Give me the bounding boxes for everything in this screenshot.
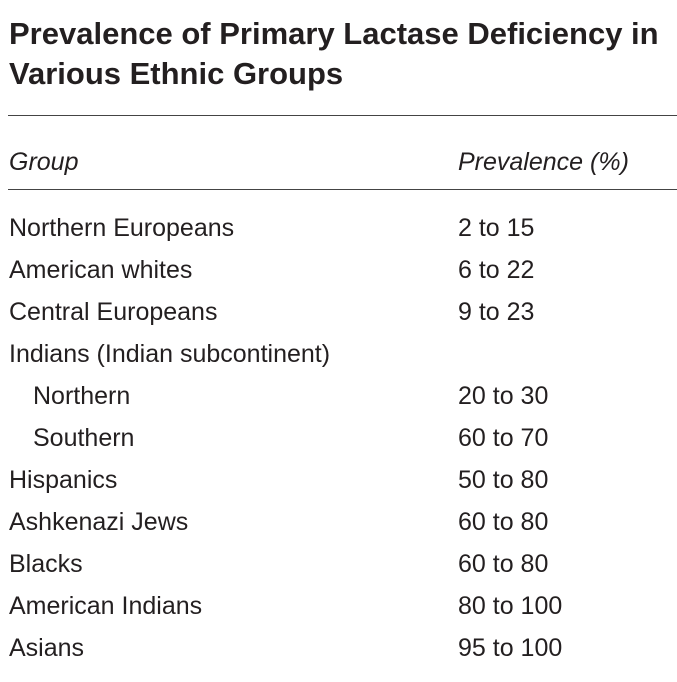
table-row: Northern 20 to 30 [0, 382, 677, 424]
table-row: Southern 60 to 70 [0, 424, 677, 466]
table-title: Prevalence of Primary Lactase Deficiency… [9, 16, 659, 91]
table-row: Ashkenazi Jews 60 to 80 [0, 508, 677, 550]
table-row: Hispanics 50 to 80 [0, 466, 677, 508]
header-rule [8, 189, 677, 190]
group-cell: Indians (Indian subcontinent) [9, 340, 331, 368]
table-row: Central Europeans 9 to 23 [0, 298, 677, 340]
table-row: American whites 6 to 22 [0, 256, 677, 298]
prevalence-cell: 50 to 80 [458, 466, 549, 494]
table-row: Blacks 60 to 80 [0, 550, 677, 592]
header-group: Group [9, 148, 79, 176]
group-cell: Northern [33, 382, 131, 410]
group-cell: American whites [9, 256, 193, 284]
prevalence-cell: 60 to 80 [458, 550, 549, 578]
group-cell: Northern Europeans [9, 214, 235, 242]
group-cell: Hispanics [9, 466, 118, 494]
group-cell: Central Europeans [9, 298, 218, 326]
header-prevalence: Prevalence (%) [458, 148, 629, 176]
table-row: Asians 95 to 100 [0, 634, 677, 676]
prevalence-cell: 9 to 23 [458, 298, 535, 326]
group-cell: American Indians [9, 592, 203, 620]
group-cell: Southern [33, 424, 135, 452]
table-row: American Indians 80 to 100 [0, 592, 677, 634]
prevalence-cell: 80 to 100 [458, 592, 563, 620]
group-cell: Ashkenazi Jews [9, 508, 189, 536]
prevalence-cell: 95 to 100 [458, 634, 563, 662]
table-row: Indians (Indian subcontinent) [0, 340, 677, 382]
prevalence-cell: 2 to 15 [458, 214, 535, 242]
table-row: Northern Europeans 2 to 15 [0, 214, 677, 256]
top-rule [8, 115, 677, 116]
prevalence-cell: 6 to 22 [458, 256, 535, 284]
prevalence-cell: 20 to 30 [458, 382, 549, 410]
group-cell: Blacks [9, 550, 83, 578]
prevalence-cell: 60 to 70 [458, 424, 549, 452]
prevalence-cell: 60 to 80 [458, 508, 549, 536]
group-cell: Asians [9, 634, 85, 662]
